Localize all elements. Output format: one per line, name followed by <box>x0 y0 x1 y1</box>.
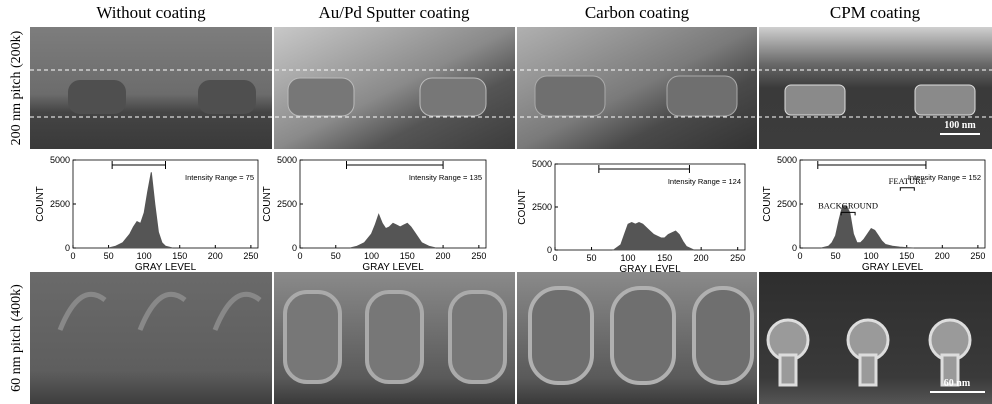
annotation: Intensity Range = 124 <box>668 177 741 186</box>
histogram-area <box>349 213 437 249</box>
feature <box>283 290 342 384</box>
row-label: 60 nm pitch (400k) <box>9 284 24 392</box>
column-title: Au/Pd Sputter coating <box>318 3 470 22</box>
x-axis-label: GRAY LEVEL <box>862 262 924 273</box>
annotation: Intensity Range = 135 <box>409 173 482 182</box>
x-axis-label: GRAY LEVEL <box>619 264 681 275</box>
feature <box>784 84 846 116</box>
y-tick-label: 5000 <box>50 155 70 165</box>
histogram-area <box>821 205 914 249</box>
y-tick-label: 2500 <box>277 199 297 209</box>
y-tick-label: 0 <box>547 245 552 255</box>
y-tick-label: 0 <box>792 243 797 253</box>
y-axis-label: COUNT <box>35 186 46 222</box>
x-tick-label: 0 <box>552 253 557 263</box>
feature <box>419 77 487 117</box>
x-tick-label: 150 <box>172 251 187 261</box>
feature <box>914 84 976 116</box>
sem-row-bottom: 60 nm <box>30 272 992 404</box>
y-axis-label: COUNT <box>262 186 273 222</box>
histogram-area <box>611 221 695 251</box>
x-tick-label: 150 <box>400 251 415 261</box>
x-tick-label: 250 <box>243 251 258 261</box>
feature <box>365 290 424 384</box>
x-tick-label: 250 <box>730 253 745 263</box>
features <box>766 318 972 387</box>
y-tick-label: 0 <box>65 243 70 253</box>
x-tick-label: 0 <box>70 251 75 261</box>
feature <box>57 291 262 331</box>
y-tick-label: 5000 <box>277 155 297 165</box>
column-title: Carbon coating <box>585 3 690 22</box>
feature <box>68 80 126 114</box>
y-axis-label: COUNT <box>762 186 773 222</box>
feature <box>448 290 507 384</box>
histogram-area <box>108 172 173 249</box>
column-title: Without coating <box>96 3 206 22</box>
x-tick-label: 0 <box>297 251 302 261</box>
feature <box>198 80 256 114</box>
x-tick-label: 100 <box>864 251 879 261</box>
x-tick-label: 250 <box>970 251 985 261</box>
peak-label: FEATURE <box>889 176 926 186</box>
y-tick-label: 2500 <box>532 202 552 212</box>
y-tick-label: 2500 <box>777 199 797 209</box>
scale-bar-label: 100 nm <box>944 120 976 131</box>
x-tick-label: 200 <box>935 251 950 261</box>
x-tick-label: 50 <box>831 251 841 261</box>
feature <box>287 77 355 117</box>
row-label: 200 nm pitch (200k) <box>9 30 24 145</box>
feature <box>534 75 606 117</box>
x-tick-label: 50 <box>587 253 597 263</box>
column-title: CPM coating <box>830 3 921 22</box>
sem-image <box>30 272 272 404</box>
feature <box>610 286 676 385</box>
x-tick-label: 200 <box>208 251 223 261</box>
scale-bar-label: 60 nm <box>944 378 971 389</box>
y-axis-label: COUNT <box>517 189 528 225</box>
y-tick-label: 5000 <box>777 155 797 165</box>
x-axis-label: GRAY LEVEL <box>135 262 197 273</box>
peak-bracket <box>840 211 856 216</box>
annotation: Intensity Range = 152 <box>908 173 981 182</box>
y-tick-label: 0 <box>292 243 297 253</box>
y-tick-label: 5000 <box>532 159 552 169</box>
x-tick-label: 50 <box>104 251 114 261</box>
x-tick-label: 0 <box>797 251 802 261</box>
x-tick-label: 100 <box>364 251 379 261</box>
x-tick-label: 200 <box>694 253 709 263</box>
peak-label: BACKGROUND <box>818 200 878 210</box>
x-tick-label: 150 <box>657 253 672 263</box>
feature <box>666 75 738 117</box>
sem-row-top: 100 nm <box>30 27 992 149</box>
x-tick-label: 50 <box>331 251 341 261</box>
x-tick-label: 150 <box>899 251 914 261</box>
x-tick-label: 100 <box>137 251 152 261</box>
x-tick-label: 200 <box>436 251 451 261</box>
x-axis-label: GRAY LEVEL <box>362 262 424 273</box>
x-tick-label: 250 <box>471 251 486 261</box>
peak-bracket <box>899 187 915 191</box>
feature <box>692 286 754 385</box>
feature <box>528 286 594 385</box>
annotation: Intensity Range = 75 <box>185 173 254 182</box>
x-tick-label: 100 <box>621 253 636 263</box>
y-tick-label: 2500 <box>50 199 70 209</box>
